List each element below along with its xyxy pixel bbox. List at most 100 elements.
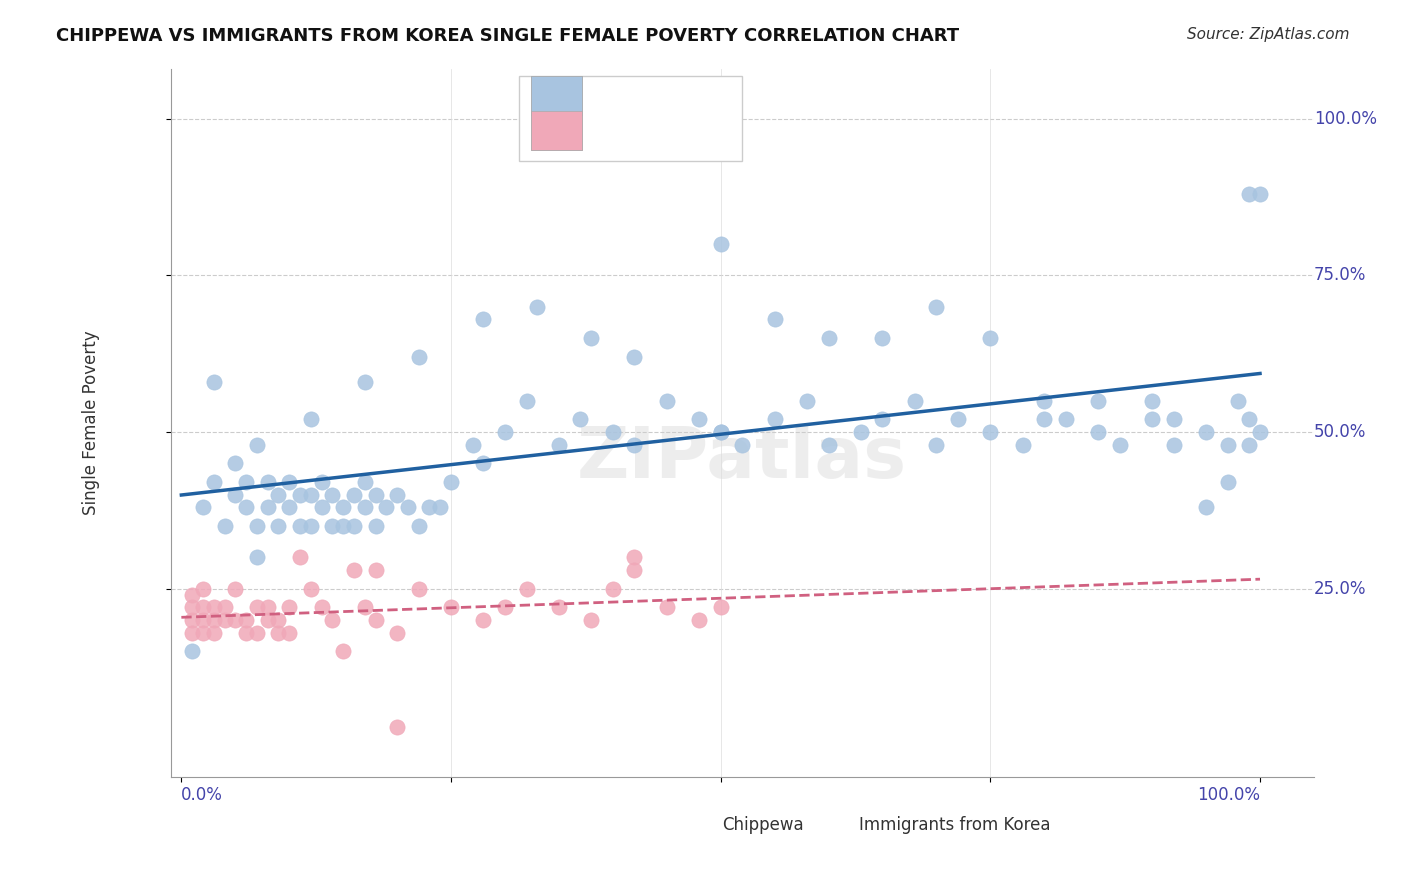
Point <box>1237 437 1260 451</box>
Point <box>1011 437 1033 451</box>
Point <box>267 613 290 627</box>
Point <box>688 412 710 426</box>
Point <box>1249 425 1271 439</box>
Text: 0.298: 0.298 <box>623 85 675 103</box>
Point <box>763 312 786 326</box>
Point <box>710 600 733 615</box>
Point <box>353 475 375 490</box>
Point <box>1054 412 1077 426</box>
Point <box>440 600 463 615</box>
Point <box>602 425 624 439</box>
Point <box>278 600 301 615</box>
Point <box>364 613 387 627</box>
Point <box>688 613 710 627</box>
Point <box>623 437 645 451</box>
Point <box>343 563 366 577</box>
Point <box>925 437 948 451</box>
Point <box>321 519 343 533</box>
Point <box>581 613 603 627</box>
Point <box>235 475 257 490</box>
Point <box>461 437 484 451</box>
Point <box>321 613 343 627</box>
Point <box>214 600 236 615</box>
Point <box>494 425 516 439</box>
Point <box>472 456 495 470</box>
Point <box>429 500 451 515</box>
Point <box>202 600 225 615</box>
Point <box>946 412 969 426</box>
Point <box>655 393 678 408</box>
Point <box>581 331 603 345</box>
Text: Chippewa: Chippewa <box>721 816 803 834</box>
Text: 0.0%: 0.0% <box>181 786 224 804</box>
Text: Source: ZipAtlas.com: Source: ZipAtlas.com <box>1187 27 1350 42</box>
Point <box>267 488 290 502</box>
Text: CHIPPEWA VS IMMIGRANTS FROM KOREA SINGLE FEMALE POVERTY CORRELATION CHART: CHIPPEWA VS IMMIGRANTS FROM KOREA SINGLE… <box>56 27 959 45</box>
FancyBboxPatch shape <box>530 111 582 150</box>
Point <box>385 720 408 734</box>
Point <box>256 613 278 627</box>
Point <box>288 550 311 565</box>
Point <box>548 600 571 615</box>
Point <box>364 563 387 577</box>
Point <box>408 582 430 596</box>
Point <box>202 613 225 627</box>
Point <box>569 412 592 426</box>
Point <box>548 437 571 451</box>
Point <box>343 519 366 533</box>
Point <box>246 550 269 565</box>
Point <box>181 600 204 615</box>
Point <box>623 563 645 577</box>
Point <box>267 519 290 533</box>
Point <box>655 600 678 615</box>
Point <box>602 582 624 596</box>
Point <box>202 475 225 490</box>
Point <box>623 550 645 565</box>
FancyBboxPatch shape <box>683 811 716 838</box>
Text: N =: N = <box>668 85 704 103</box>
Point <box>299 488 322 502</box>
Point <box>256 475 278 490</box>
Point <box>364 488 387 502</box>
Point <box>872 331 894 345</box>
Point <box>849 425 872 439</box>
Point <box>817 331 839 345</box>
Text: 25.0%: 25.0% <box>1315 580 1367 598</box>
Point <box>1195 500 1218 515</box>
Text: 75.0%: 75.0% <box>1315 267 1367 285</box>
Point <box>1163 412 1185 426</box>
Point <box>191 613 214 627</box>
Text: R =: R = <box>588 120 624 137</box>
Point <box>332 519 354 533</box>
Point <box>408 350 430 364</box>
Point <box>1140 393 1163 408</box>
Point <box>353 375 375 389</box>
Text: 100.0%: 100.0% <box>1197 786 1260 804</box>
Point <box>288 519 311 533</box>
Point <box>710 425 733 439</box>
Point <box>191 625 214 640</box>
Point <box>299 412 322 426</box>
Text: R =: R = <box>588 85 624 103</box>
Point <box>235 613 257 627</box>
Point <box>191 600 214 615</box>
Point <box>526 300 548 314</box>
Point <box>235 625 257 640</box>
Point <box>1237 186 1260 201</box>
Text: 97: 97 <box>702 85 725 103</box>
Point <box>246 437 269 451</box>
Point <box>353 500 375 515</box>
Text: Immigrants from Korea: Immigrants from Korea <box>859 816 1050 834</box>
Point <box>235 500 257 515</box>
Point <box>246 625 269 640</box>
Point <box>224 582 246 596</box>
Point <box>979 331 1001 345</box>
Point <box>181 644 204 658</box>
Point <box>246 519 269 533</box>
Point <box>418 500 440 515</box>
Point <box>796 393 818 408</box>
Point <box>385 488 408 502</box>
Point <box>311 600 333 615</box>
Point <box>191 582 214 596</box>
Point <box>191 500 214 515</box>
